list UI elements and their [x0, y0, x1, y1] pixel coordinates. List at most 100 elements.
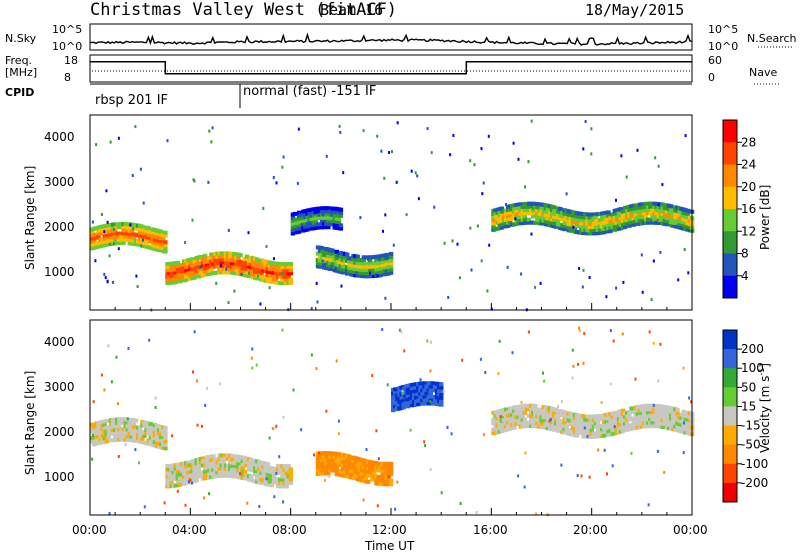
velocity-echo-speckle — [268, 436, 271, 440]
power-echo-cell — [90, 230, 95, 235]
power-echo-speckle — [383, 176, 386, 180]
velocity-echo-cell — [522, 420, 528, 425]
velocity-echo-cell — [524, 407, 530, 412]
power-echo-cell — [159, 239, 164, 244]
velocity-echo-cell — [669, 419, 674, 424]
power-echo-speckle — [369, 271, 371, 275]
power-echo-cell — [290, 215, 296, 220]
velocity-echo-cell — [202, 469, 208, 474]
velocity-echo-speckle — [499, 415, 502, 419]
velocity-echo-cell — [664, 418, 670, 423]
velocity-echo-cell — [656, 417, 661, 422]
velocity-echo-speckle — [482, 433, 485, 437]
power-echo-cell — [340, 261, 346, 265]
power-echo-speckle — [615, 198, 617, 202]
power-echo-speckle — [661, 183, 664, 187]
power-echo-speckle — [480, 147, 483, 151]
velocity-echo-cell — [518, 404, 523, 409]
velocity-echo-cell — [529, 407, 534, 412]
power-echo-cell — [305, 224, 310, 229]
power-echo-speckle — [108, 254, 111, 258]
velocity-echo-cell — [499, 422, 505, 427]
power-echo-speckle — [265, 245, 268, 248]
velocity-echo-cell — [90, 422, 95, 427]
velocity-echo-cell — [106, 435, 112, 440]
power-echo-cell — [499, 206, 505, 211]
power-echo-speckle — [340, 284, 343, 288]
power-echo-cell — [338, 226, 344, 231]
power-echo-cell — [514, 221, 519, 226]
power-echo-cell — [380, 266, 385, 271]
power-echo-speckle — [451, 239, 454, 243]
nave-tick-top: 60 — [708, 54, 722, 67]
velocity-echo-cell — [248, 474, 254, 479]
velocity-echo-speckle — [275, 471, 278, 475]
velocity-echo-speckle — [196, 379, 199, 383]
power-echo-speckle — [652, 259, 655, 263]
velocity-echo-cell — [148, 422, 153, 427]
power-echo-cell — [552, 218, 557, 222]
velocity-echo-speckle — [683, 421, 685, 425]
velocity-echo-cell — [194, 478, 199, 483]
power-echo-cell — [98, 231, 103, 236]
power-echo-cell — [508, 210, 513, 215]
power-echo-speckle — [225, 267, 228, 271]
velocity-echo-cell — [140, 436, 145, 441]
velocity-echo-cell — [618, 416, 624, 420]
velocity-echo-speckle — [394, 507, 397, 511]
power-echo-speckle — [486, 289, 489, 293]
power-echo-speckle — [488, 243, 491, 247]
power-echo-speckle — [91, 220, 94, 224]
power-echo-cell — [593, 215, 599, 220]
velocity-echo-cell — [514, 405, 519, 409]
velocity-echo-cell — [351, 465, 356, 470]
power-echo-speckle — [315, 281, 318, 285]
velocity-echo-speckle — [273, 495, 276, 499]
velocity-echo-speckle — [278, 455, 281, 459]
velocity-echo-speckle — [251, 366, 254, 370]
velocity-echo-cell — [512, 419, 517, 423]
velocity-echo-cell — [104, 419, 109, 423]
power-colorbar-tick-label: 20 — [741, 180, 756, 194]
velocity-echo-cell — [104, 439, 109, 444]
velocity-echo-cell — [522, 417, 528, 422]
velocity-echo-cell — [650, 420, 655, 425]
velocity-echo-speckle — [659, 342, 662, 346]
power-echo-speckle — [578, 267, 581, 270]
power-echo-speckle — [240, 273, 243, 276]
velocity-echo-speckle — [497, 372, 500, 376]
velocity-echo-cell — [330, 458, 335, 463]
velocity-echo-cell — [365, 469, 371, 474]
power-colorbar-swatch — [723, 253, 737, 277]
velocity-echo-cell — [165, 481, 170, 486]
power-echo-cell — [311, 213, 316, 218]
power-echo-cell — [121, 240, 126, 245]
date-label: 18/May/2015 — [585, 1, 684, 19]
velocity-echo-speckle — [116, 433, 119, 437]
power-echo-cell — [574, 220, 580, 225]
velocity-echo-speckle — [546, 407, 549, 411]
power-echo-speckle — [470, 268, 473, 272]
velocity-echo-speckle — [429, 468, 432, 471]
nsky-panel: N.Sky 10^5 10^0 10^5 10^0 N.Search — [5, 23, 797, 53]
velocity-echo-speckle — [206, 386, 209, 390]
power-echo-cell — [338, 207, 344, 212]
power-echo-cell — [288, 261, 293, 266]
velocity-echo-cell — [388, 482, 394, 487]
velocity-echo-cell — [288, 467, 293, 472]
power-echo-speckle — [657, 203, 660, 207]
velocity-echo-speckle — [281, 328, 284, 332]
velocity-echo-cell — [531, 420, 536, 425]
nsky-series-line — [90, 32, 693, 46]
velocity-echo-cell — [589, 421, 594, 426]
velocity-echo-speckle — [606, 472, 608, 476]
power-echo-cell — [384, 252, 390, 257]
velocity-echo-speckle — [400, 330, 403, 334]
velocity-echo-speckle — [634, 377, 637, 381]
velocity-colorbar-tick-label: -50 — [741, 438, 761, 452]
power-echo-speckle — [132, 227, 135, 231]
velocity-echo-cell — [284, 471, 289, 475]
power-range-tick-4000: 4000 — [44, 130, 75, 144]
freq-frame — [89, 54, 693, 83]
